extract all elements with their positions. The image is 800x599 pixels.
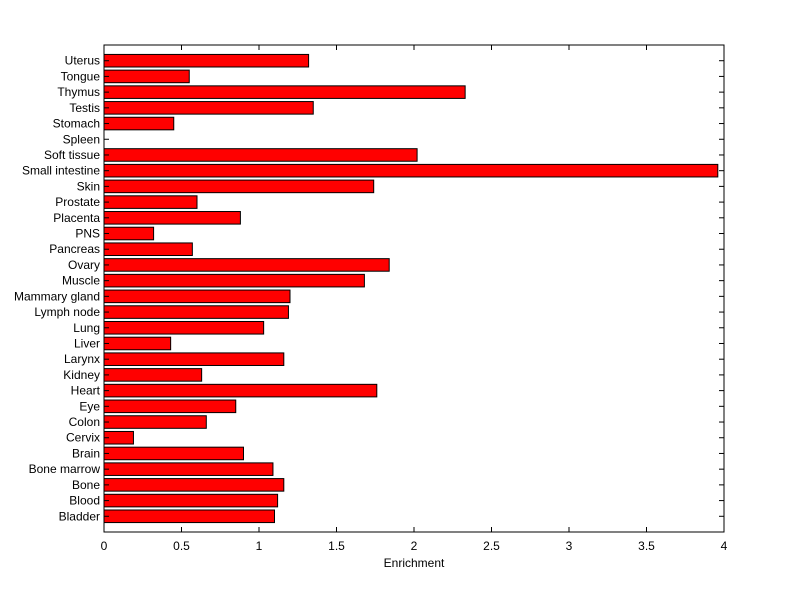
bar-skin <box>103 179 375 194</box>
bar-larynx <box>103 352 285 366</box>
x-tick-label: 2.5 <box>483 539 500 553</box>
y-tick-label: Brain <box>72 446 100 460</box>
y-tick-label: Pancreas <box>49 242 100 256</box>
y-tick-label: Larynx <box>64 352 100 366</box>
y-tick-label: Kidney <box>63 368 100 382</box>
y-tick-label: Blood <box>69 494 100 508</box>
y-tick-label: Cervix <box>66 431 100 445</box>
y-tick-label: Stomach <box>53 117 100 131</box>
y-tick-label: Muscle <box>62 274 100 288</box>
y-tick-label: Uterus <box>65 54 100 68</box>
y-tick-label: Colon <box>69 415 100 429</box>
bar-lung <box>103 320 265 335</box>
bar-brain <box>103 446 244 461</box>
bar-testis <box>103 101 314 115</box>
y-tick-label: Ovary <box>68 258 100 272</box>
y-tick-label: Lymph node <box>34 305 100 319</box>
bar-lymph-node <box>103 305 289 319</box>
y-tick-label: Liver <box>74 336 100 350</box>
bar-bladder <box>103 509 275 524</box>
bar-eye <box>103 399 237 414</box>
bar-colon <box>103 415 207 429</box>
y-tick-label: Tongue <box>61 69 101 83</box>
bar-muscle <box>103 273 365 288</box>
bar-thymus <box>103 85 466 99</box>
x-tick-label: 1 <box>256 539 263 553</box>
y-tick-label: Skin <box>77 179 100 193</box>
y-tick-label: Thymus <box>57 85 100 99</box>
bar-ovary <box>103 258 390 272</box>
x-tick-label: 4 <box>721 539 728 553</box>
x-axis-label: Enrichment <box>384 556 445 570</box>
y-tick-label: Small intestine <box>22 164 100 178</box>
bar-stomach <box>103 116 175 131</box>
y-tick-label: Lung <box>73 321 100 335</box>
x-tick-label: 3 <box>566 539 573 553</box>
y-tick-label: PNS <box>75 227 100 241</box>
x-tick-label: 1.5 <box>328 539 345 553</box>
y-tick-label: Soft tissue <box>44 148 100 162</box>
bar-heart <box>103 383 378 398</box>
y-tick-label: Bone <box>72 478 100 492</box>
bar-pancreas <box>103 242 193 257</box>
bar-placenta <box>103 211 241 225</box>
y-tick-label: Prostate <box>55 195 100 209</box>
bar-small-intestine <box>103 163 719 178</box>
y-tick-label: Spleen <box>63 132 100 146</box>
x-axis-ticks: 0 0.5 1 1.5 2 2.5 3 3.5 4 <box>101 45 728 553</box>
x-tick-label: 0.5 <box>173 539 190 553</box>
bar-blood <box>103 493 279 508</box>
bar-bone <box>103 478 285 492</box>
bar-uterus <box>103 53 310 68</box>
y-tick-label: Bone marrow <box>29 462 101 476</box>
y-tick-label: Testis <box>69 101 100 115</box>
bars <box>103 53 719 524</box>
bar-kidney <box>103 368 203 382</box>
y-tick-label: Placenta <box>53 211 100 225</box>
y-tick-label: Bladder <box>59 509 100 523</box>
y-tick-label: Eye <box>79 399 100 413</box>
x-tick-label: 0 <box>101 539 108 553</box>
bar-bone-marrow <box>103 462 274 476</box>
bar-prostate <box>103 195 198 209</box>
bar-mammary-gland <box>103 289 291 304</box>
x-tick-label: 2 <box>411 539 418 553</box>
bar-pns <box>103 226 155 241</box>
bar-soft-tissue <box>103 148 418 162</box>
bar-tongue <box>103 69 190 84</box>
bar-liver <box>103 336 172 351</box>
y-tick-label: Heart <box>71 384 101 398</box>
x-tick-label: 3.5 <box>638 539 655 553</box>
y-tick-label: Mammary gland <box>14 289 100 303</box>
